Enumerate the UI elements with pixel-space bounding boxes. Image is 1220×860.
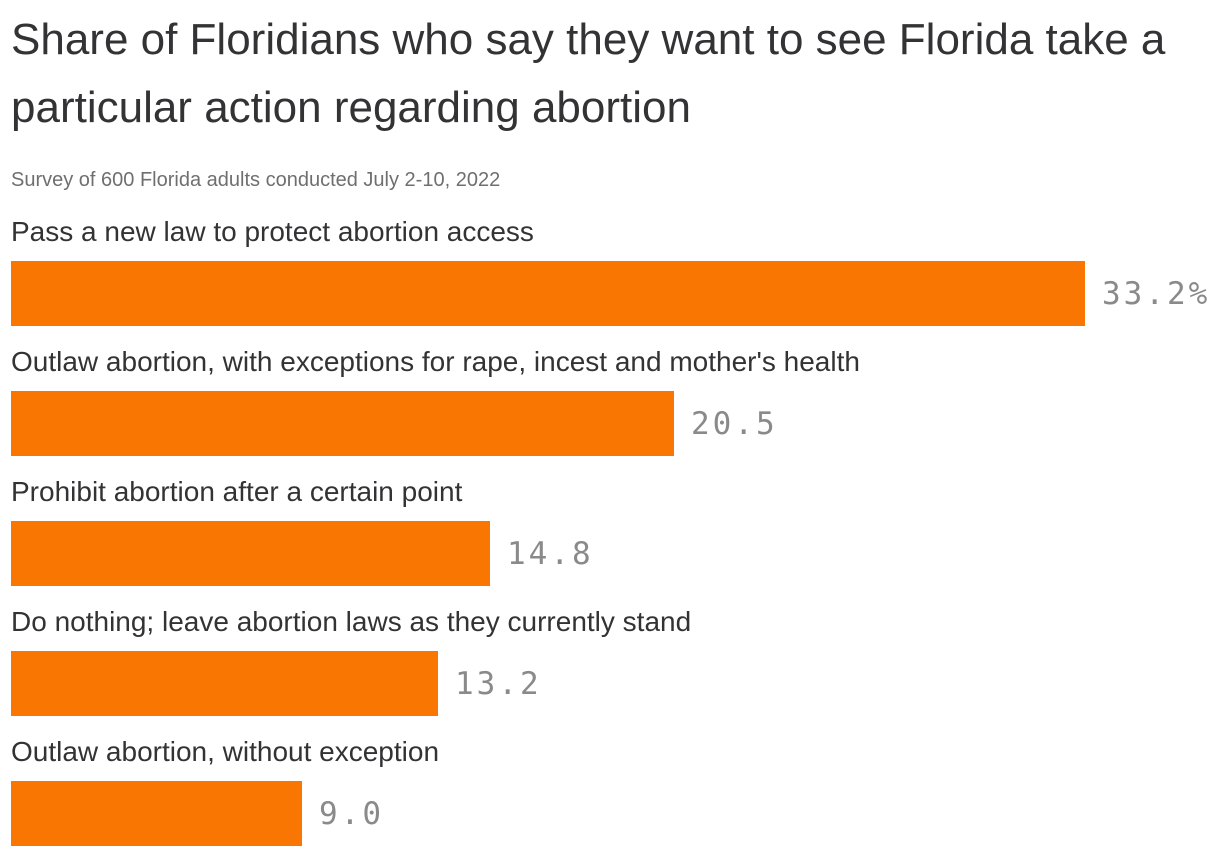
category-label: Prohibit abortion after a certain point bbox=[11, 476, 463, 507]
category-label: Outlaw abortion, without exception bbox=[11, 736, 440, 767]
bar-line: 13.2 bbox=[11, 651, 1209, 716]
bar bbox=[11, 261, 1085, 326]
category-label: Outlaw abortion, with exceptions for rap… bbox=[11, 346, 860, 377]
chart-subtitle: Survey of 600 Florida adults conducted J… bbox=[11, 169, 501, 191]
bar bbox=[11, 391, 674, 456]
bar-chart: Pass a new law to protect abortion acces… bbox=[11, 215, 1209, 846]
bar bbox=[11, 781, 302, 846]
chart-row: Pass a new law to protect abortion acces… bbox=[11, 215, 1209, 326]
value-label: 14.8 bbox=[507, 535, 594, 572]
bar-line: 20.5 bbox=[11, 391, 1209, 456]
chart-row: Prohibit abortion after a certain point 1… bbox=[11, 475, 1209, 586]
bar bbox=[11, 521, 490, 586]
chart-row: Do nothing; leave abortion laws as they … bbox=[11, 605, 1209, 716]
category-label: Pass a new law to protect abortion acces… bbox=[11, 216, 534, 247]
value-label: 33.2% bbox=[1102, 275, 1211, 312]
bar-line: 33.2% bbox=[11, 261, 1209, 326]
chart-row: Outlaw abortion, with exceptions for rap… bbox=[11, 345, 1209, 456]
value-label: 9.0 bbox=[319, 795, 384, 832]
value-label: 13.2 bbox=[455, 665, 542, 702]
chart-row: Outlaw abortion, without exception 9.0 bbox=[11, 735, 1209, 846]
bar-line: 9.0 bbox=[11, 781, 1209, 846]
bar-line: 14.8 bbox=[11, 521, 1209, 586]
chart-title: Share of Floridians who say they want to… bbox=[11, 15, 1166, 132]
category-label: Do nothing; leave abortion laws as they … bbox=[11, 606, 692, 637]
value-label: 20.5 bbox=[691, 405, 778, 442]
bar bbox=[11, 651, 438, 716]
